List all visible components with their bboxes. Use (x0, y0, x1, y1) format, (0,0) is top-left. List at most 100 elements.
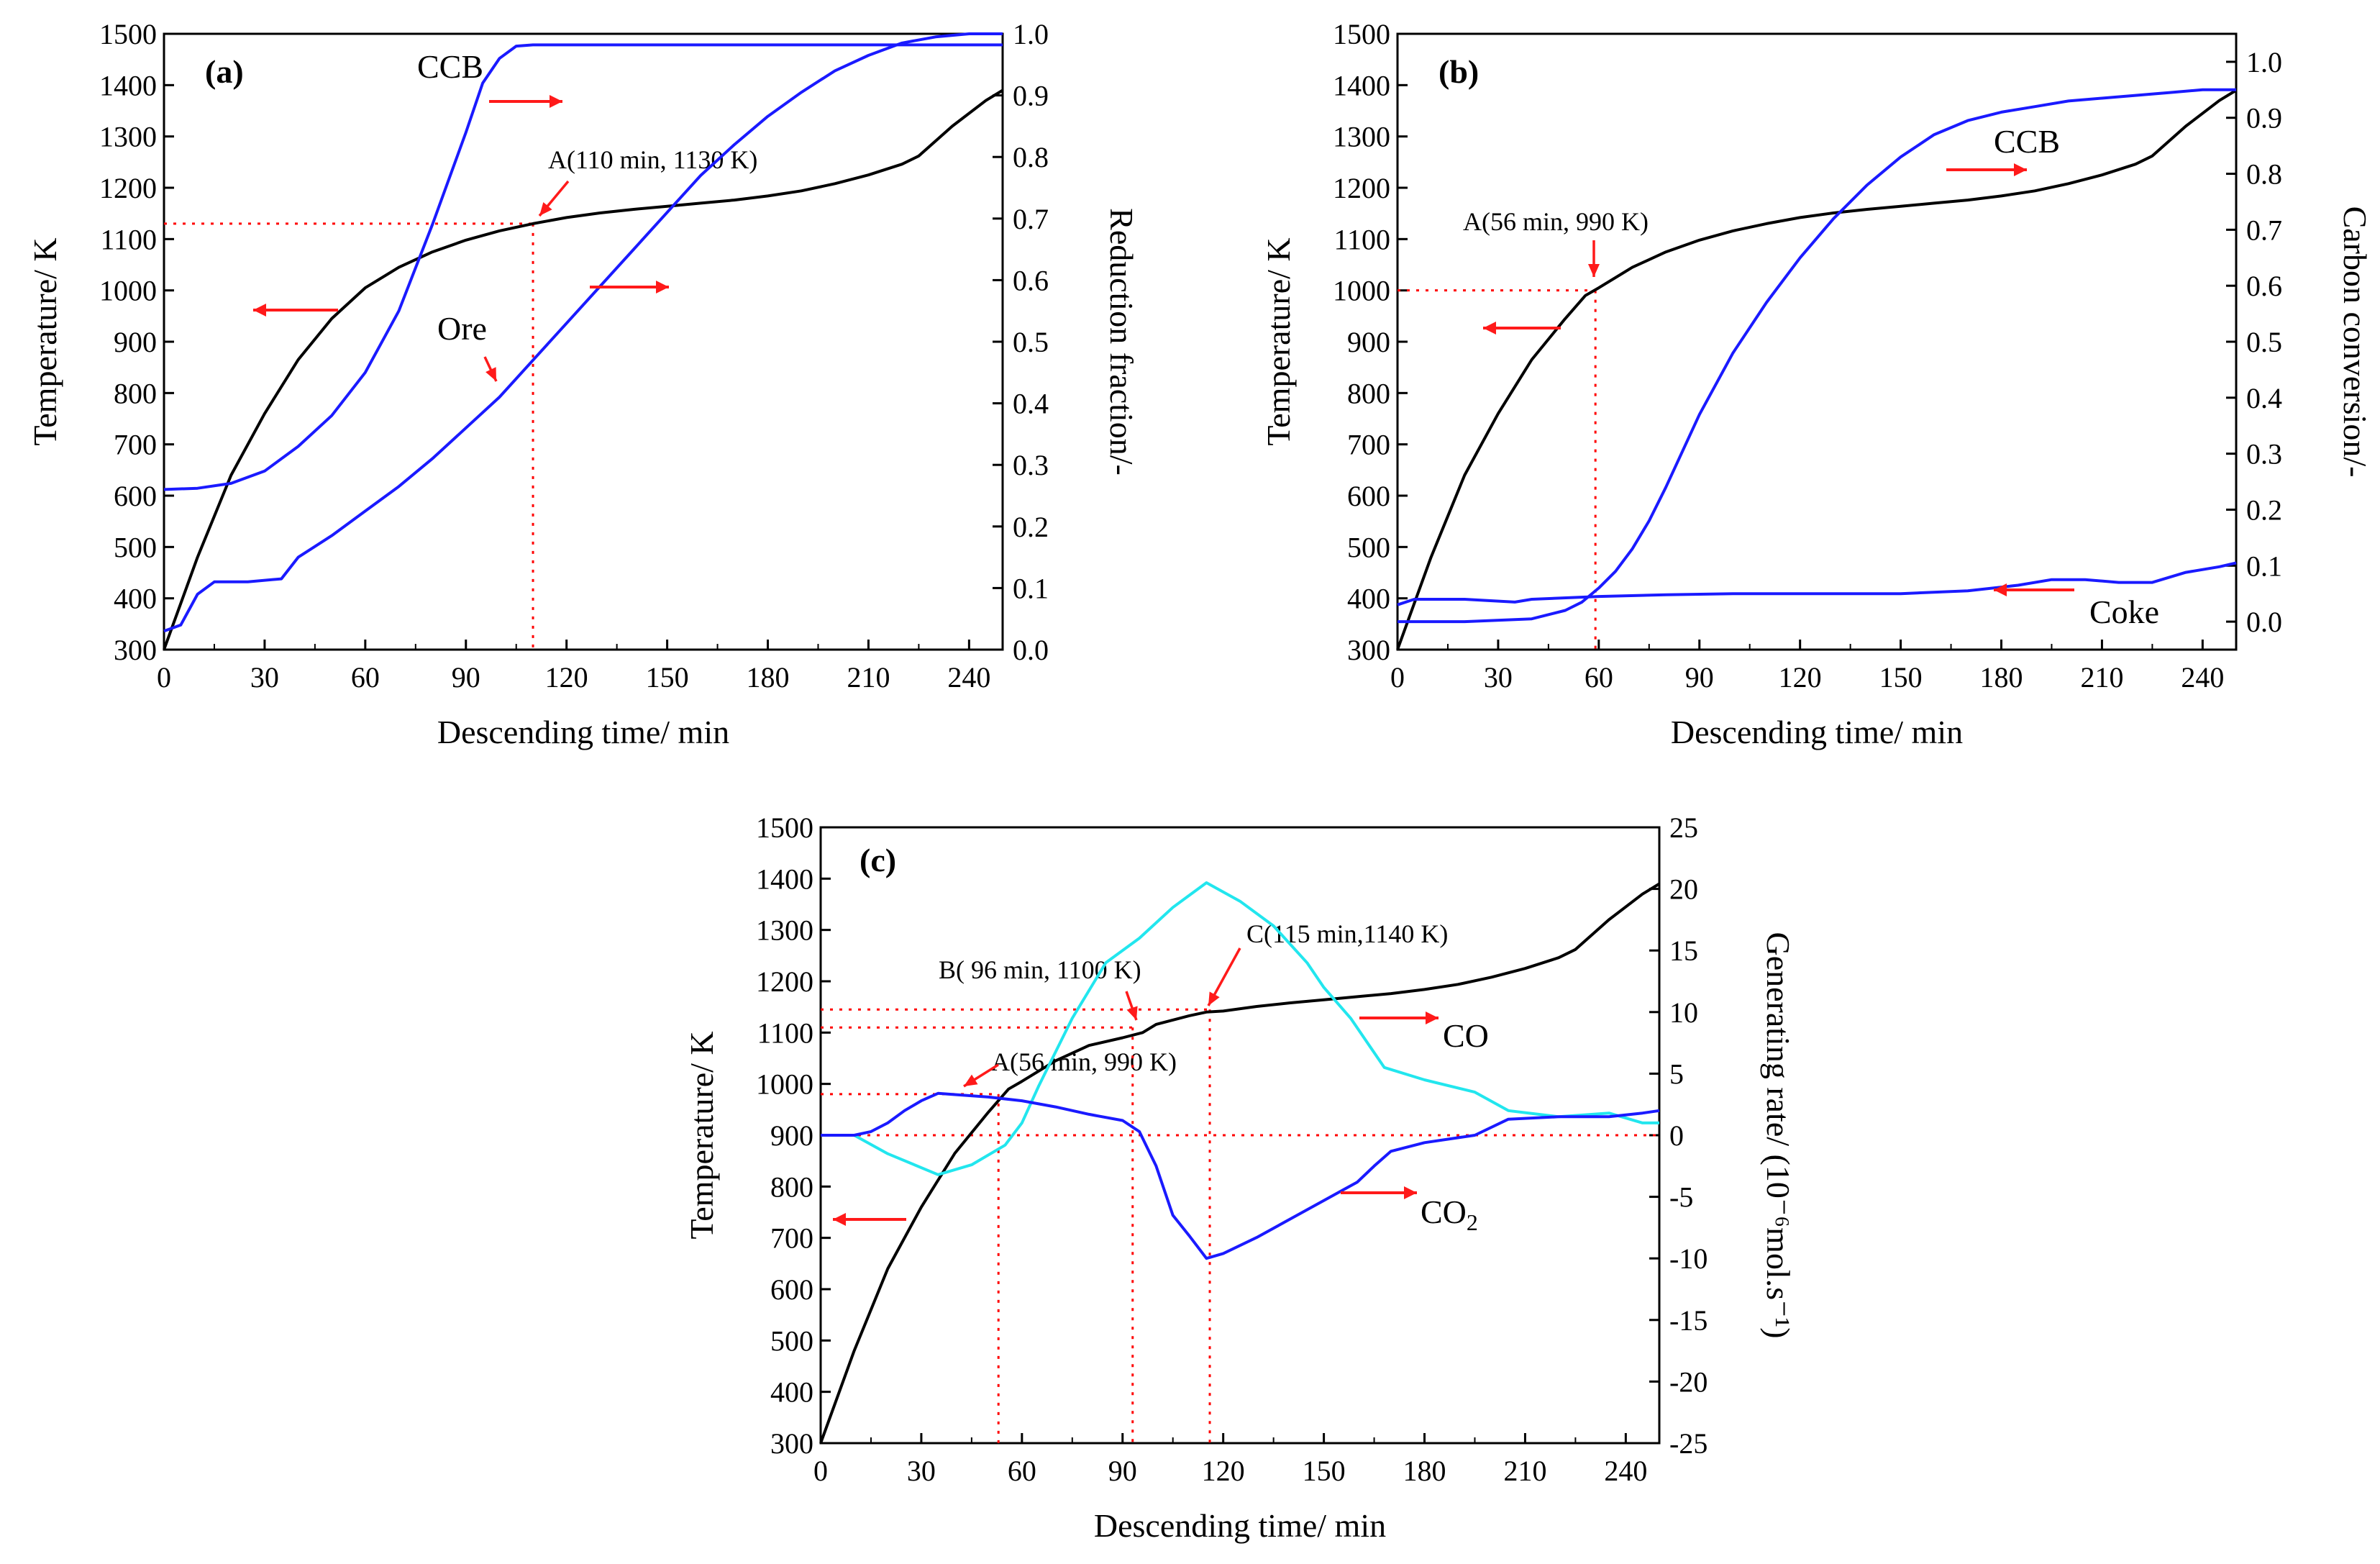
arrow-temperature-left (1483, 322, 1561, 335)
y-tick-label: 1400 (99, 69, 157, 101)
y2-tick-label: 25 (1669, 811, 1698, 844)
y2-tick-label: 10 (1669, 996, 1698, 1029)
y2-tick-label: 0.8 (1013, 141, 1049, 173)
x-tick-label: 90 (1685, 661, 1714, 694)
x-tick-label: 90 (1108, 1455, 1137, 1487)
arrow-point-b-head (1126, 1006, 1138, 1020)
arrow-point-a (1588, 240, 1600, 277)
y-tick-label: 900 (114, 326, 157, 358)
arrow-ore-pointer (483, 356, 498, 382)
y2-tick-label: 0.4 (2246, 382, 2282, 414)
series-line-temperature (819, 882, 1661, 1444)
x-tick-label: 60 (351, 661, 380, 694)
x-tick-label: 210 (847, 661, 890, 694)
arrow-ccb-right (489, 95, 562, 108)
annotation-point-a: A(56 min, 990 K) (991, 1047, 1177, 1076)
arrow-point-a (963, 1063, 999, 1088)
y-tick-label: 1000 (756, 1068, 813, 1101)
y2-axis-title: Reduction fraction/- (1103, 208, 1140, 476)
y2-tick-label: 0.3 (2246, 438, 2282, 470)
x-tick-label: 90 (452, 661, 480, 694)
arrow-ccb-right-head (550, 95, 562, 108)
y-tick-label: 1100 (1333, 223, 1390, 255)
x-tick-label: 240 (2181, 661, 2224, 694)
y2-tick-label: 0.5 (1013, 326, 1049, 358)
panel-c: (c) CO CO2 A(56 min, 990 K) B( 96 min, 1… (683, 811, 1797, 1544)
arrow-coke-left (1994, 583, 2074, 596)
x-tick-label: 150 (646, 661, 689, 694)
y-tick-label: 1400 (756, 863, 813, 895)
arrow-co-right (1359, 1011, 1439, 1024)
annotation-ore: Ore (437, 310, 487, 347)
x-tick-label: 30 (907, 1455, 936, 1487)
arrow-co2-right-head (1404, 1186, 1417, 1199)
arrow-ore-pointer-head (485, 367, 496, 381)
y2-tick-label: 0.0 (1013, 634, 1049, 666)
y2-tick-label: 0.5 (2246, 326, 2282, 358)
x-tick-label: 60 (1008, 1455, 1036, 1487)
y-tick-label: 800 (114, 377, 157, 409)
y-tick-label: 1200 (1333, 172, 1390, 204)
y2-axis-title: Generating rate/ (10⁻⁶mol.s⁻¹) (1760, 932, 1797, 1338)
annotation-co2: CO2 (1421, 1194, 1478, 1235)
series-line-ore (163, 32, 1003, 633)
x-tick-label: 150 (1303, 1455, 1346, 1487)
y-tick-label: 1300 (1333, 121, 1390, 153)
y2-tick-label: -15 (1669, 1304, 1708, 1337)
arrow-temperature-left (253, 304, 338, 317)
x-tick-label: 210 (1503, 1455, 1546, 1487)
annotation-ccb: CCB (1994, 123, 2060, 160)
y2-tick-label: 0.1 (1013, 572, 1049, 604)
y-tick-label: 700 (770, 1222, 813, 1255)
series-line-ccb (1398, 88, 2236, 624)
arrow-point-b (1125, 991, 1138, 1021)
series-line-coke (1397, 561, 2237, 606)
annotation-point-c: C(115 min,1140 K) (1246, 919, 1448, 948)
series-line-ccb (163, 43, 1003, 491)
y-tick-label: 300 (770, 1427, 813, 1460)
y-tick-label: 600 (770, 1273, 813, 1306)
x-tick-label: 30 (1484, 661, 1513, 694)
panel-a: (a) CCB Ore A(110 min, 1130 K) 0 30 60 90 12… (27, 18, 1140, 750)
y2-tick-label: 1.0 (1013, 18, 1049, 50)
y-tick-label: 400 (1347, 583, 1390, 615)
arrow-point-a-head (539, 202, 552, 216)
x-axis-title: Descending time/ min (1094, 1507, 1386, 1544)
y-tick-label: 600 (114, 480, 157, 512)
y2-axis-title: Carbon conversion/- (2337, 206, 2374, 478)
plot-frame (1396, 32, 2238, 651)
annotation-coke: Coke (2089, 594, 2159, 630)
y2-tick-label: 0.9 (1013, 80, 1049, 112)
x-tick-label: 150 (1879, 661, 1923, 694)
arrow-co-right-head (1426, 1011, 1439, 1024)
y2-tick-label: 0.6 (2246, 270, 2282, 302)
y-tick-label: 700 (114, 429, 157, 461)
y2-tick-label: 0.7 (2246, 214, 2282, 246)
y-tick-label: 900 (1347, 326, 1390, 358)
y-tick-label: 1000 (1333, 275, 1390, 307)
y-axis-title: Temperature/ K (27, 237, 63, 445)
annotation-ccb: CCB (417, 48, 483, 85)
y-tick-label: 1000 (99, 275, 157, 307)
series-line-co (821, 881, 1659, 1176)
y2-tick-label: 0.1 (2246, 550, 2282, 582)
y-tick-label: 1300 (756, 914, 813, 947)
x-axis-title: Descending time/ min (437, 714, 729, 750)
y2-tick-label: 15 (1669, 935, 1698, 967)
y-tick-label: 1200 (756, 965, 813, 998)
arrow-temperature-left-head (833, 1213, 846, 1226)
y2-tick-label: -5 (1669, 1181, 1693, 1214)
y2-tick-label: 0.8 (2246, 158, 2282, 191)
annotation-co: CO (1443, 1017, 1489, 1054)
series-line-temperature (1396, 88, 2238, 650)
y-axis-title: Temperature/ K (683, 1031, 720, 1239)
x-tick-label: 60 (1585, 661, 1613, 694)
y-tick-label: 500 (114, 531, 157, 563)
x-tick-label: 180 (1980, 661, 2023, 694)
x-tick-label: 240 (1604, 1455, 1647, 1487)
x-tick-label: 180 (747, 661, 790, 694)
x-tick-label: 0 (157, 661, 171, 694)
y2-tick-label: 5 (1669, 1058, 1684, 1090)
x-tick-label: 180 (1403, 1455, 1446, 1487)
y-tick-label: 1500 (99, 18, 157, 50)
